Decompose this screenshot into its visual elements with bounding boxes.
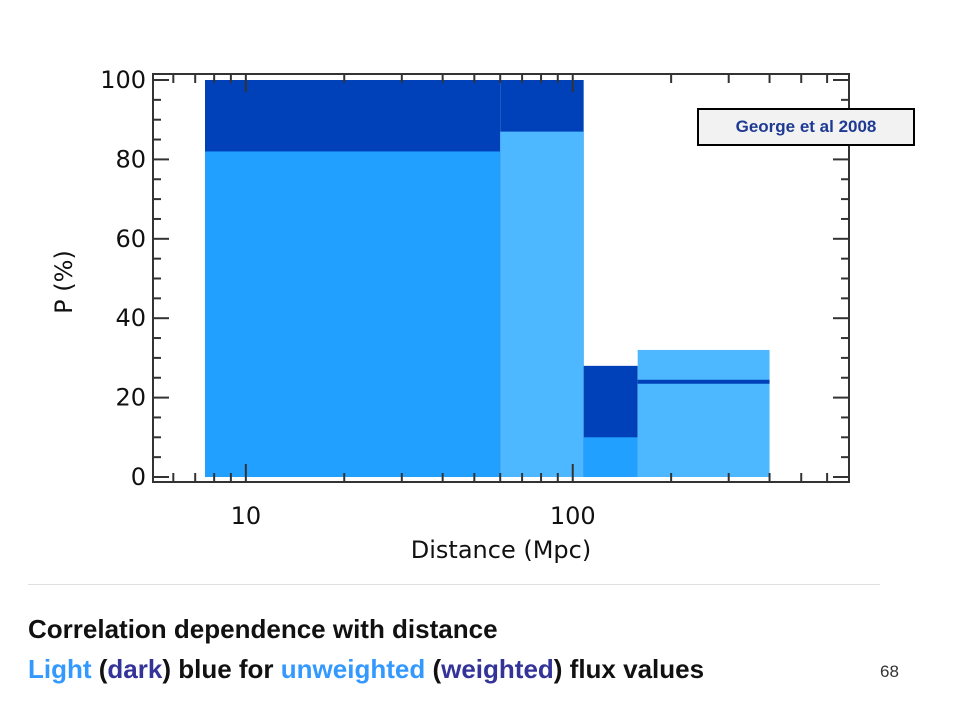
caption-line-2: Light (dark) blue for unweighted (weight… [28,654,704,685]
unweighted-bar-1 [500,131,584,478]
unweighted-bar-3 [637,349,770,477]
y-tick-label-60: 60 [115,225,146,253]
chart: 0 20 40 60 80 100 10 100 Distance (Mpc) P (%) [50,66,850,564]
caption-part-1: ( [91,654,108,684]
divider [28,584,880,585]
tick-labels-group: 0 20 40 60 80 100 10 100 [100,66,595,530]
caption-part-3: ( [425,654,442,684]
page-number: 68 [880,662,899,681]
y-tick-label-80: 80 [115,145,146,173]
citation-box: George et al 2008 [697,108,915,146]
caption-unweighted: unweighted [280,654,426,684]
x-tick-label-10: 10 [231,502,262,530]
caption-light: Light [28,654,92,684]
y-tick-label-20: 20 [115,384,146,412]
y-axis-title: P (%) [50,250,78,314]
caption-part-2: ) blue for [162,654,281,684]
y-tick-label-40: 40 [115,304,146,332]
x-axis-title: Distance (Mpc) [411,536,591,564]
y-tick-label-0: 0 [131,463,146,491]
unweighted-bar-0 [204,151,501,477]
ticks-group [153,74,849,482]
y-tick-label-100: 100 [100,66,146,94]
caption-dark: dark [107,654,163,684]
x-tick-label-100: 100 [550,502,596,530]
bars-group [204,80,770,478]
caption-line-1: Correlation dependence with distance [28,614,498,644]
caption-part-4: ) flux values [553,654,705,684]
unweighted-bar-2 [583,437,638,477]
caption-weighted: weighted [441,654,554,684]
